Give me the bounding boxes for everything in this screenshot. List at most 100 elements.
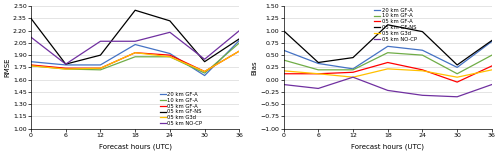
- X-axis label: Forecast hours (UTC): Forecast hours (UTC): [98, 143, 172, 150]
- 05 km GF-A: [62, 67, 68, 69]
- Line: 05 km NO-CP: 05 km NO-CP: [31, 31, 240, 64]
- 05 km GF-NS: [316, 62, 322, 63]
- 20 km GF-A: [62, 64, 68, 66]
- 20 km GF-A: [280, 49, 286, 51]
- Line: 05 km NO-CP: 05 km NO-CP: [284, 77, 492, 97]
- X-axis label: Forecast hours (UTC): Forecast hours (UTC): [351, 143, 424, 150]
- 05 km NO-CP: [350, 76, 356, 78]
- 05 km G3d: [28, 65, 34, 67]
- 10 km GF-A: [167, 56, 173, 58]
- 05 km GF-NS: [28, 18, 34, 19]
- 05 km G3d: [420, 70, 426, 72]
- 05 km GF-A: [132, 52, 138, 54]
- 05 km NO-CP: [28, 36, 34, 38]
- 05 km G3d: [62, 68, 68, 70]
- Line: 05 km G3d: 05 km G3d: [284, 69, 492, 77]
- 05 km G3d: [167, 56, 173, 58]
- 05 km GF-NS: [420, 31, 426, 32]
- 10 km GF-A: [489, 54, 495, 56]
- 20 km GF-A: [350, 68, 356, 70]
- 05 km NO-CP: [384, 89, 390, 91]
- 20 km GF-A: [316, 63, 322, 64]
- 05 km GF-A: [489, 65, 495, 67]
- Y-axis label: Bias: Bias: [252, 60, 258, 75]
- 05 km GF-A: [316, 73, 322, 75]
- 10 km GF-A: [62, 68, 68, 70]
- 05 km NO-CP: [489, 84, 495, 85]
- Legend: 20 km GF-A, 10 km GF-A, 05 km GF-A, 05 km GF-NS, 05 km G3d, 05 km NO-CP: 20 km GF-A, 10 km GF-A, 05 km GF-A, 05 k…: [374, 8, 416, 42]
- Line: 05 km G3d: 05 km G3d: [31, 51, 240, 71]
- 05 km NO-CP: [62, 63, 68, 65]
- 05 km GF-A: [202, 71, 207, 72]
- 20 km GF-A: [132, 44, 138, 45]
- 05 km NO-CP: [132, 40, 138, 42]
- Line: 05 km GF-NS: 05 km GF-NS: [31, 10, 240, 64]
- 05 km GF-A: [384, 62, 390, 63]
- 05 km G3d: [384, 68, 390, 70]
- 10 km GF-A: [350, 69, 356, 71]
- 20 km GF-A: [384, 45, 390, 47]
- 10 km GF-A: [280, 59, 286, 61]
- 05 km GF-A: [98, 67, 103, 69]
- 20 km GF-A: [98, 64, 103, 66]
- 05 km GF-NS: [350, 57, 356, 59]
- 05 km GF-A: [28, 64, 34, 66]
- 10 km GF-A: [384, 52, 390, 54]
- 05 km GF-A: [167, 54, 173, 56]
- 05 km GF-NS: [236, 38, 242, 40]
- 10 km GF-A: [98, 69, 103, 71]
- 05 km NO-CP: [454, 96, 460, 98]
- 05 km GF-NS: [62, 63, 68, 65]
- 05 km NO-CP: [167, 31, 173, 33]
- 20 km GF-A: [236, 40, 242, 41]
- 20 km GF-A: [454, 67, 460, 68]
- 05 km G3d: [236, 50, 242, 52]
- 10 km GF-A: [236, 42, 242, 44]
- 05 km GF-NS: [202, 61, 207, 63]
- 05 km G3d: [489, 69, 495, 71]
- 05 km GF-NS: [454, 64, 460, 66]
- 05 km NO-CP: [316, 87, 322, 89]
- 05 km G3d: [132, 52, 138, 54]
- 05 km GF-A: [420, 69, 426, 71]
- 05 km G3d: [202, 71, 207, 72]
- 20 km GF-A: [202, 75, 207, 77]
- 05 km GF-NS: [280, 30, 286, 32]
- Y-axis label: RMSE: RMSE: [4, 58, 10, 77]
- 05 km GF-NS: [489, 40, 495, 41]
- Legend: 20 km GF-A, 10 km GF-A, 05 km GF-A, 05 km GF-NS, 05 km G3d, 05 km NO-CP: 20 km GF-A, 10 km GF-A, 05 km GF-A, 05 k…: [160, 92, 202, 126]
- 05 km NO-CP: [98, 40, 103, 42]
- 10 km GF-A: [202, 72, 207, 74]
- 05 km GF-NS: [98, 54, 103, 56]
- Line: 05 km GF-NS: 05 km GF-NS: [284, 25, 492, 65]
- Line: 10 km GF-A: 10 km GF-A: [31, 43, 240, 73]
- 05 km GF-A: [236, 50, 242, 52]
- 10 km GF-A: [316, 69, 322, 71]
- 20 km GF-A: [167, 53, 173, 54]
- 20 km GF-A: [489, 41, 495, 42]
- 05 km NO-CP: [280, 84, 286, 85]
- 10 km GF-A: [132, 56, 138, 58]
- 20 km GF-A: [420, 49, 426, 51]
- 10 km GF-A: [28, 65, 34, 67]
- 05 km G3d: [316, 73, 322, 75]
- Line: 20 km GF-A: 20 km GF-A: [284, 41, 492, 69]
- 05 km NO-CP: [236, 30, 242, 32]
- 05 km GF-A: [454, 81, 460, 83]
- 20 km GF-A: [28, 61, 34, 63]
- Line: 05 km GF-A: 05 km GF-A: [284, 63, 492, 82]
- Line: 05 km GF-A: 05 km GF-A: [31, 51, 240, 71]
- 05 km G3d: [280, 70, 286, 72]
- 05 km GF-NS: [384, 24, 390, 26]
- 05 km GF-A: [280, 73, 286, 75]
- 05 km G3d: [98, 67, 103, 69]
- 05 km G3d: [350, 76, 356, 78]
- 05 km GF-A: [350, 71, 356, 73]
- Line: 20 km GF-A: 20 km GF-A: [31, 41, 240, 76]
- 05 km G3d: [454, 76, 460, 78]
- 05 km NO-CP: [202, 58, 207, 60]
- Line: 10 km GF-A: 10 km GF-A: [284, 53, 492, 74]
- 10 km GF-A: [454, 73, 460, 75]
- 05 km GF-NS: [167, 20, 173, 22]
- 05 km NO-CP: [420, 94, 426, 96]
